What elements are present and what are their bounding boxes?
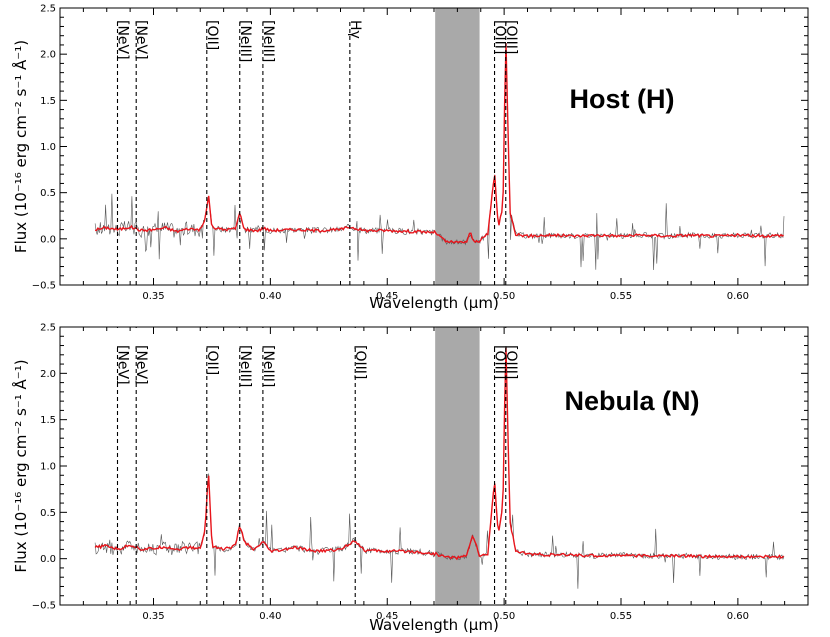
panel-host: [NeV] [NeV] [OII] [NeIII] [NeIII] Hγ [OIII][OI… bbox=[11, 3, 809, 312]
y-tick-label: −0.5 bbox=[32, 281, 56, 292]
y-tick-label: 1.0 bbox=[40, 462, 56, 473]
emission-line-label: [NeV] bbox=[115, 20, 131, 60]
emission-line-label-bg bbox=[202, 3, 235, 21]
panel-title: Nebula (N) bbox=[565, 386, 700, 416]
emission-line-label-bg bbox=[258, 328, 304, 346]
emission-line-label: [NeIII] bbox=[237, 20, 253, 62]
x-tick-label: 0.55 bbox=[610, 611, 632, 622]
emission-line-label-bg bbox=[501, 328, 539, 346]
y-tick-label: 2.0 bbox=[40, 369, 56, 380]
y-tick-label: 1.5 bbox=[40, 96, 56, 107]
emission-line-label: [NeV] bbox=[133, 20, 149, 60]
y-tick-label: 2.0 bbox=[40, 50, 56, 61]
y-tick-label: 2.5 bbox=[40, 323, 56, 334]
emission-line-label: [OIII] bbox=[503, 20, 519, 54]
panel-title: Host (H) bbox=[570, 84, 675, 114]
emission-line-label: Hγ bbox=[347, 20, 363, 39]
y-tick-label: 0.0 bbox=[40, 554, 56, 565]
x-axis-label: Wavelength (μm) bbox=[369, 294, 499, 312]
emission-line-label: [OII] bbox=[204, 20, 220, 50]
spectrum-series bbox=[95, 43, 784, 244]
emission-line-label-bg bbox=[258, 3, 304, 21]
y-axis-label: Flux (10⁻¹⁶ erg cm⁻² s⁻¹ Å⁻¹) bbox=[11, 40, 30, 253]
y-tick-label: 2.5 bbox=[40, 4, 56, 15]
y-tick-label: 0.5 bbox=[40, 508, 56, 519]
emission-line-label-bg bbox=[202, 328, 235, 346]
x-tick-label: 0.40 bbox=[259, 291, 281, 302]
x-tick-label: 0.45 bbox=[376, 291, 398, 302]
emission-line-label: [OIII] bbox=[492, 20, 508, 54]
x-tick-label: 0.35 bbox=[142, 291, 164, 302]
emission-line-label: [OIII] bbox=[492, 345, 508, 379]
x-tick-label: 0.50 bbox=[493, 611, 515, 622]
y-tick-label: 0.0 bbox=[40, 234, 56, 245]
masked-region bbox=[435, 8, 480, 285]
axes-frame bbox=[59, 326, 809, 606]
x-tick-label: 0.40 bbox=[259, 611, 281, 622]
emission-line-label-bg bbox=[501, 3, 539, 21]
emission-line-label: [NeV] bbox=[115, 345, 131, 385]
panel-nebula: [NeV] [NeV] [OII] [NeIII] [NeIII] [OIII] [OIII… bbox=[11, 323, 809, 634]
emission-line-label: [NeIII] bbox=[260, 20, 276, 62]
y-tick-label: −0.5 bbox=[32, 601, 56, 612]
emission-line-label: [OIII] bbox=[503, 345, 519, 379]
emission-line-label-bg bbox=[351, 328, 388, 346]
emission-line-label: [NeV] bbox=[133, 345, 149, 385]
y-axis-label: Flux (10⁻¹⁶ erg cm⁻² s⁻¹ Å⁻¹) bbox=[11, 359, 30, 572]
x-tick-label: 0.60 bbox=[727, 611, 749, 622]
y-tick-label: 1.5 bbox=[40, 415, 56, 426]
emission-line-label: [NeIII] bbox=[237, 345, 253, 387]
masked-region bbox=[435, 327, 480, 605]
x-tick-label: 0.50 bbox=[493, 291, 515, 302]
emission-line-label-bg bbox=[132, 328, 174, 346]
x-tick-label: 0.35 bbox=[142, 611, 164, 622]
x-tick-label: 0.45 bbox=[376, 611, 398, 622]
axes-frame bbox=[59, 7, 809, 286]
x-axis-label: Wavelength (μm) bbox=[369, 616, 499, 634]
emission-line-label: [OIII] bbox=[352, 345, 368, 379]
emission-line-label-bg bbox=[132, 3, 174, 21]
y-tick-label: 1.0 bbox=[40, 142, 56, 153]
x-tick-label: 0.60 bbox=[727, 291, 749, 302]
emission-line-label: [NeIII] bbox=[260, 345, 276, 387]
y-tick-label: 0.5 bbox=[40, 188, 56, 199]
spectrum-series bbox=[94, 347, 785, 561]
x-tick-label: 0.55 bbox=[610, 291, 632, 302]
emission-line-label: [OII] bbox=[204, 345, 220, 375]
